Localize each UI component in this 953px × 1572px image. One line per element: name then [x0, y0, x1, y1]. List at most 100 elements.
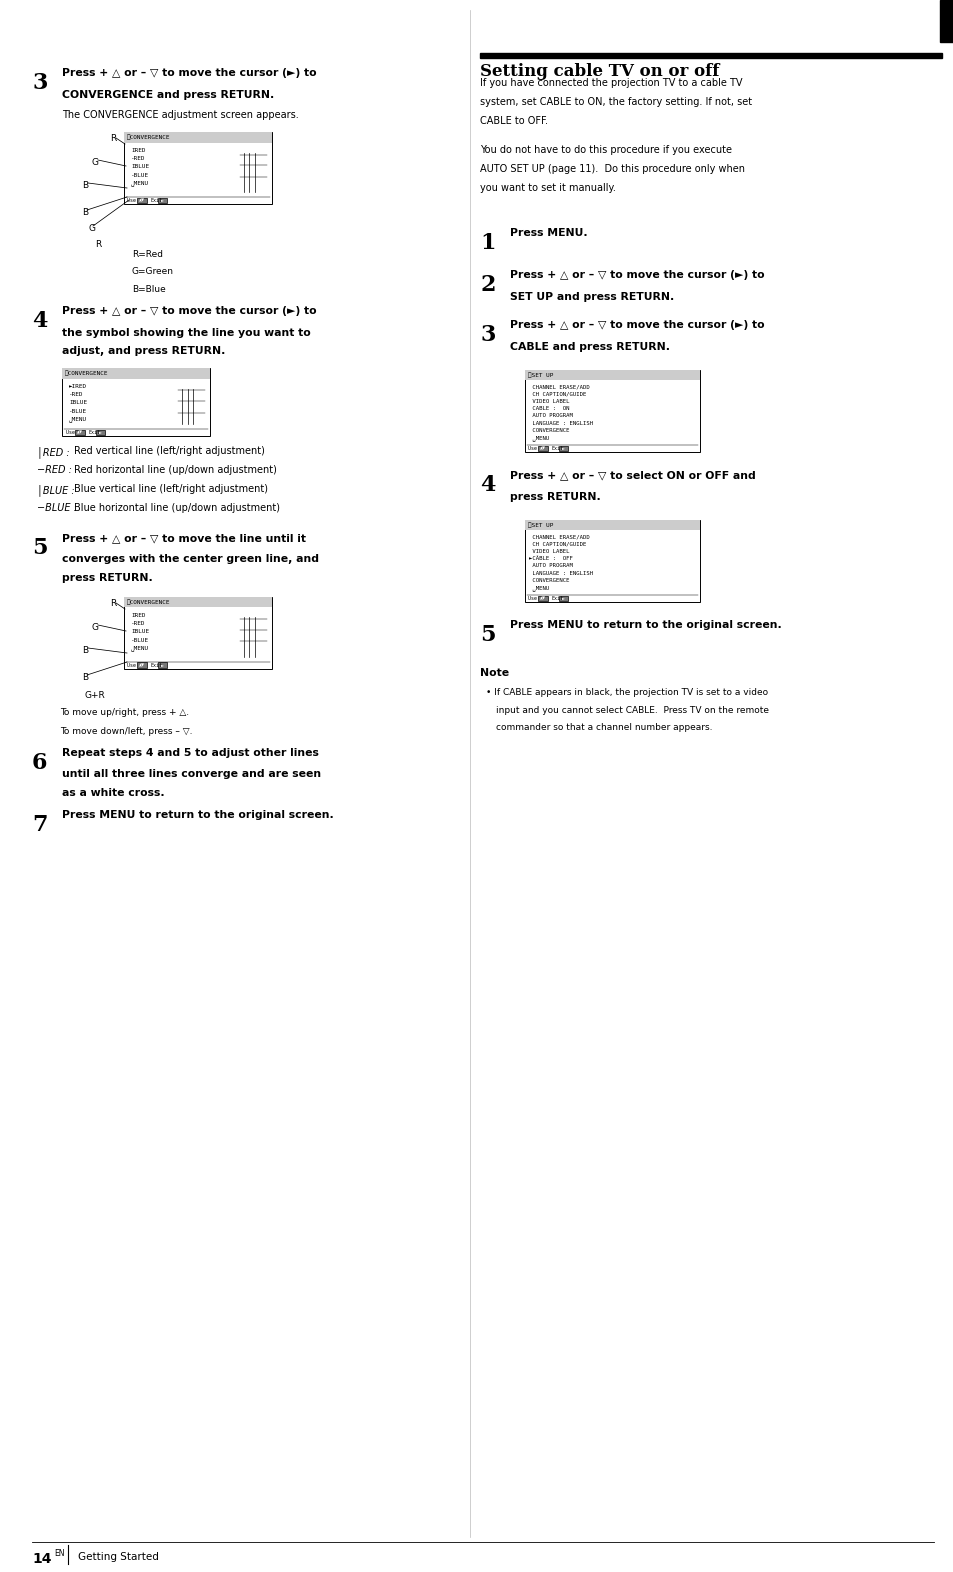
Text: G: G: [91, 159, 99, 167]
Text: Exit: Exit: [551, 596, 563, 601]
Text: CONVERGENCE: CONVERGENCE: [529, 577, 569, 583]
Text: G: G: [91, 623, 99, 632]
Text: ►: ►: [160, 663, 164, 667]
Bar: [62, 368, 210, 435]
Text: -BLUE: -BLUE: [69, 409, 87, 413]
Text: -BLUE: -BLUE: [131, 173, 149, 178]
Text: VIDEO LABEL: VIDEO LABEL: [529, 399, 569, 404]
Text: 1: 1: [479, 233, 495, 255]
Text: as a white cross.: as a white cross.: [62, 788, 165, 799]
Text: -RED: -RED: [69, 391, 84, 398]
Bar: [96, 429, 105, 435]
Text: AUTO PROGRAM: AUTO PROGRAM: [529, 563, 572, 569]
Text: ␡CONVERGENCE: ␡CONVERGENCE: [65, 371, 109, 376]
Text: Use ÷: Use ÷: [528, 446, 543, 451]
Text: −BLUE :: −BLUE :: [37, 503, 77, 512]
Text: ►: ►: [160, 198, 164, 203]
Text: You do not have to do this procedure if you execute: You do not have to do this procedure if …: [479, 145, 731, 156]
Text: • If CABLE appears in black, the projection TV is set to a video: • If CABLE appears in black, the project…: [485, 689, 767, 696]
Bar: [537, 596, 547, 601]
Text: until all three lines converge and are seen: until all three lines converge and are s…: [62, 770, 321, 780]
Text: press RETURN.: press RETURN.: [510, 492, 600, 501]
Text: ␡CONVERGENCE: ␡CONVERGENCE: [127, 135, 171, 140]
Text: SET UP and press RETURN.: SET UP and press RETURN.: [510, 291, 674, 302]
Text: 14: 14: [32, 1552, 51, 1566]
Text: ▲▼: ▲▼: [539, 446, 545, 451]
Bar: [524, 369, 700, 379]
Text: IRED: IRED: [131, 613, 146, 618]
Text: Red horizontal line (up/down adjustment): Red horizontal line (up/down adjustment): [74, 465, 276, 475]
Text: Use ÷: Use ÷: [128, 198, 142, 203]
Text: If you have connected the projection TV to a cable TV: If you have connected the projection TV …: [479, 79, 741, 88]
Text: 4: 4: [32, 310, 48, 332]
Bar: [524, 520, 700, 530]
Text: 5: 5: [479, 624, 495, 646]
Text: -BLUE: -BLUE: [131, 638, 149, 643]
Text: ►IRED: ►IRED: [69, 384, 87, 388]
Bar: [75, 429, 85, 435]
Text: Blue horizontal line (up/down adjustment): Blue horizontal line (up/down adjustment…: [74, 503, 280, 512]
Text: ␣MENU: ␣MENU: [131, 181, 149, 187]
Bar: [62, 368, 210, 379]
Bar: [524, 369, 700, 453]
Text: ␡SET UP: ␡SET UP: [527, 373, 553, 377]
Text: Red vertical line (left/right adjustment): Red vertical line (left/right adjustment…: [74, 446, 265, 456]
Text: G+R: G+R: [84, 692, 105, 700]
Text: 5: 5: [32, 538, 48, 560]
Text: Press MENU to return to the original screen.: Press MENU to return to the original scr…: [62, 810, 334, 821]
Text: commander so that a channel number appears.: commander so that a channel number appea…: [496, 723, 712, 733]
Text: Press + △ or – ▽ to select ON or OFF and: Press + △ or – ▽ to select ON or OFF and: [510, 470, 755, 479]
Text: ►: ►: [98, 431, 102, 434]
Text: EN: EN: [54, 1548, 65, 1558]
Text: Exit: Exit: [151, 198, 162, 203]
Text: converges with the center green line, and: converges with the center green line, an…: [62, 555, 318, 564]
Text: CHANNEL ERASE/ADD: CHANNEL ERASE/ADD: [529, 534, 589, 539]
Text: ▲▼: ▲▼: [539, 596, 545, 601]
Text: To move up/right, press + △.: To move up/right, press + △.: [60, 707, 189, 717]
Text: AUTO SET UP (page 11).  Do this procedure only when: AUTO SET UP (page 11). Do this procedure…: [479, 163, 744, 174]
Text: IBLUE: IBLUE: [69, 401, 87, 406]
Bar: [158, 198, 167, 203]
Text: IBLUE: IBLUE: [131, 629, 149, 635]
Text: Exit: Exit: [89, 429, 100, 434]
Text: Setting cable TV on or off: Setting cable TV on or off: [479, 63, 719, 80]
Bar: [137, 198, 147, 203]
Text: ␣MENU: ␣MENU: [69, 417, 87, 423]
Bar: [558, 446, 567, 451]
Text: the symbol showing the line you want to: the symbol showing the line you want to: [62, 327, 311, 338]
Text: R: R: [110, 134, 116, 143]
Bar: [124, 597, 272, 607]
Text: ␡SET UP: ␡SET UP: [527, 522, 553, 528]
Text: Press + △ or – ▽ to move the cursor (►) to: Press + △ or – ▽ to move the cursor (►) …: [62, 68, 316, 79]
Text: B: B: [82, 208, 88, 217]
Text: G: G: [88, 223, 95, 233]
Text: -RED: -RED: [131, 621, 146, 626]
Text: CABLE :  ON: CABLE : ON: [529, 406, 569, 412]
Text: input and you cannot select CABLE.  Press TV on the remote: input and you cannot select CABLE. Press…: [496, 706, 768, 715]
Text: Press + △ or – ▽ to move the line until it: Press + △ or – ▽ to move the line until …: [62, 533, 306, 542]
Text: Repeat steps 4 and 5 to adjust other lines: Repeat steps 4 and 5 to adjust other lin…: [62, 748, 318, 758]
Text: CH CAPTION/GUIDE: CH CAPTION/GUIDE: [529, 391, 586, 396]
Bar: [939, 0, 953, 42]
Text: Blue vertical line (left/right adjustment): Blue vertical line (left/right adjustmen…: [74, 484, 268, 494]
Bar: [158, 662, 167, 668]
Text: R=Red: R=Red: [132, 250, 163, 259]
Text: ►: ►: [561, 446, 564, 451]
Text: CONVERGENCE: CONVERGENCE: [529, 428, 569, 432]
Text: ␣MENU: ␣MENU: [131, 646, 149, 651]
Text: 6: 6: [32, 751, 48, 773]
Text: Getting Started: Getting Started: [78, 1552, 159, 1563]
Text: Press + △ or – ▽ to move the cursor (►) to: Press + △ or – ▽ to move the cursor (►) …: [62, 307, 316, 316]
Text: G=Green: G=Green: [132, 267, 173, 277]
Text: adjust, and press RETURN.: adjust, and press RETURN.: [62, 346, 225, 355]
Text: Press + △ or – ▽ to move the cursor (►) to: Press + △ or – ▽ to move the cursor (►) …: [510, 321, 763, 330]
Text: IRED: IRED: [131, 148, 146, 152]
Text: Press MENU.: Press MENU.: [510, 228, 587, 237]
Text: LANGUAGE : ENGLISH: LANGUAGE : ENGLISH: [529, 571, 593, 575]
Text: 7: 7: [32, 814, 48, 836]
Text: CABLE and press RETURN.: CABLE and press RETURN.: [510, 341, 669, 352]
Text: ␣MENU: ␣MENU: [529, 435, 549, 440]
Text: CONVERGENCE and press RETURN.: CONVERGENCE and press RETURN.: [62, 90, 274, 99]
Text: Exit: Exit: [551, 446, 563, 451]
Text: ►CÃBLE :  OFF: ►CÃBLE : OFF: [529, 556, 572, 561]
